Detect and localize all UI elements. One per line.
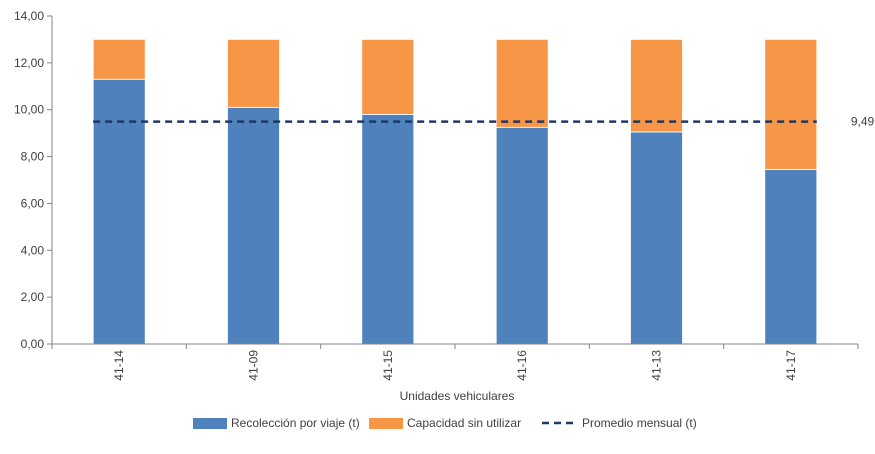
x-tick-label: 41-17	[784, 350, 798, 381]
legend-capacidad-label: Capacidad sin utilizar	[407, 416, 521, 430]
bar-capacidad-41-15	[361, 39, 415, 115]
y-tick-label: 8,00	[21, 150, 45, 164]
y-tick-label: 14,00	[14, 9, 44, 23]
x-tick-label: 41-13	[650, 350, 664, 381]
bars-layer	[92, 39, 818, 345]
y-tick-label: 10,00	[14, 103, 44, 117]
x-tick-label: 41-15	[381, 350, 395, 381]
bar-recoleccion-41-15	[361, 114, 415, 345]
legend-capacidad-swatch	[369, 418, 403, 429]
y-tick-label: 6,00	[21, 196, 45, 210]
bar-recoleccion-41-14	[92, 78, 146, 345]
x-tick-label: 41-14	[112, 350, 126, 381]
x-tick-label: 41-16	[515, 350, 529, 381]
legend-promedio-label: Promedio mensual (t)	[582, 416, 697, 430]
x-axis-title: Unidades vehiculares	[400, 389, 515, 403]
y-tick-label: 0,00	[21, 337, 45, 351]
bar-recoleccion-41-09	[227, 107, 280, 345]
bar-capacidad-41-13	[630, 39, 683, 133]
y-tick-label: 2,00	[21, 290, 45, 304]
axis-layer: 0,00 2,00 4,00 6,00 8,00 10,00 12,00 14,00 41-14…	[14, 9, 859, 381]
bar-capacidad-41-17	[764, 39, 818, 170]
y-tick-label: 12,00	[14, 56, 44, 70]
bar-capacidad-41-16	[495, 39, 549, 128]
bar-recoleccion-41-17	[764, 169, 818, 345]
bar-capacidad-41-14	[92, 39, 146, 80]
legend-recoleccion-swatch	[193, 418, 227, 429]
bar-recoleccion-41-16	[495, 126, 549, 345]
legend: Recolección por viaje (t) Capacidad sin u…	[193, 416, 697, 430]
x-tick-label: 41-09	[247, 350, 261, 381]
y-tick-label: 4,00	[21, 243, 45, 257]
legend-recoleccion-label: Recolección por viaje (t)	[231, 416, 360, 430]
bar-recoleccion-41-13	[630, 131, 683, 345]
bar-capacidad-41-09	[227, 39, 280, 108]
average-value-label: 9,49	[851, 115, 875, 129]
average-layer: 9,49	[93, 115, 875, 129]
